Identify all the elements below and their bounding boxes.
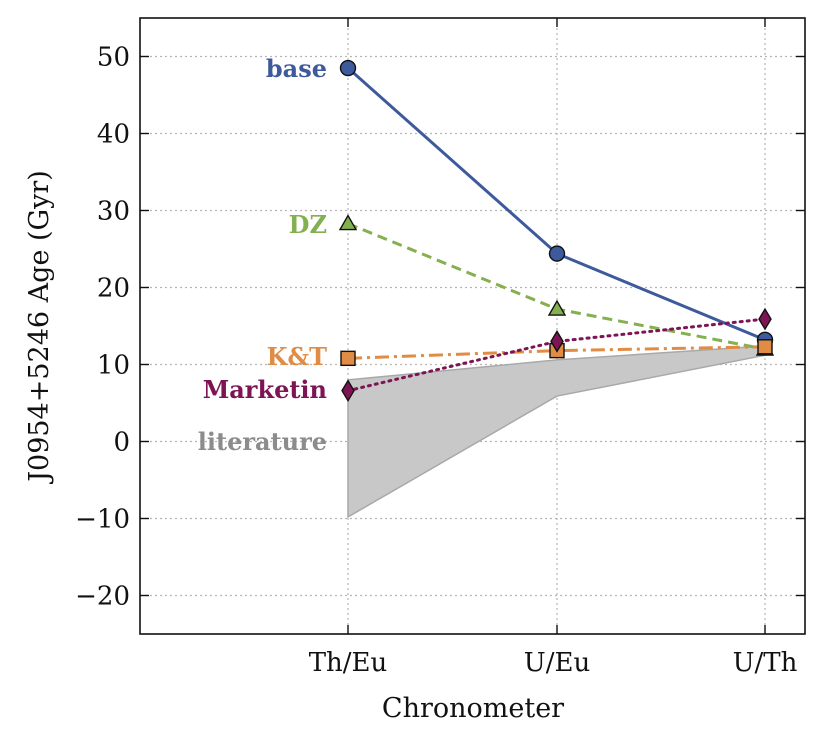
y-tick-label: −10 [75, 505, 130, 535]
series-line-dz [347, 222, 766, 351]
literature-band [347, 345, 766, 519]
x-tick-label: U/Th [733, 648, 798, 678]
point-base [339, 59, 357, 77]
series-label-base: base [266, 54, 327, 83]
series-label-k-t: K&T [267, 342, 328, 371]
series-markers [338, 59, 775, 403]
x-tick-label: Th/Eu [309, 648, 388, 678]
series-label-dz: DZ [289, 210, 327, 239]
grid-lines [140, 18, 805, 634]
y-tick-label: 20 [97, 274, 130, 304]
point-base [548, 245, 566, 262]
y-tick-label: 50 [97, 43, 130, 73]
point-dz [547, 299, 567, 316]
axis-ticks: −20 −10 0 10 20 30 40 50 Th/Eu U/Eu U/Th [75, 18, 805, 678]
point-k-t [340, 350, 356, 367]
point-marketin [550, 330, 564, 353]
point-dz [338, 214, 358, 231]
literature-band-area [347, 345, 766, 519]
series-line-marketin [346, 317, 767, 393]
point-marketin [341, 379, 355, 403]
y-tick-label: 30 [97, 197, 130, 227]
point-k-t [757, 339, 773, 355]
plot-frame [139, 17, 806, 635]
y-tick-label: 10 [97, 351, 130, 381]
y-tick-label: −20 [75, 582, 130, 612]
x-axis-title: Chronometer [382, 693, 564, 724]
y-tick-label: 0 [113, 428, 130, 458]
y-axis-title: J0954+5246 Age (Gyr) [24, 170, 55, 485]
literature-label: literature [198, 427, 327, 456]
series-label-marketin: Marketin [203, 375, 327, 404]
x-tick-label: U/Eu [524, 648, 590, 678]
series-labels: literature base DZ K&T Marketin [198, 54, 327, 456]
point-marketin [758, 307, 772, 331]
y-tick-label: 40 [97, 120, 130, 150]
